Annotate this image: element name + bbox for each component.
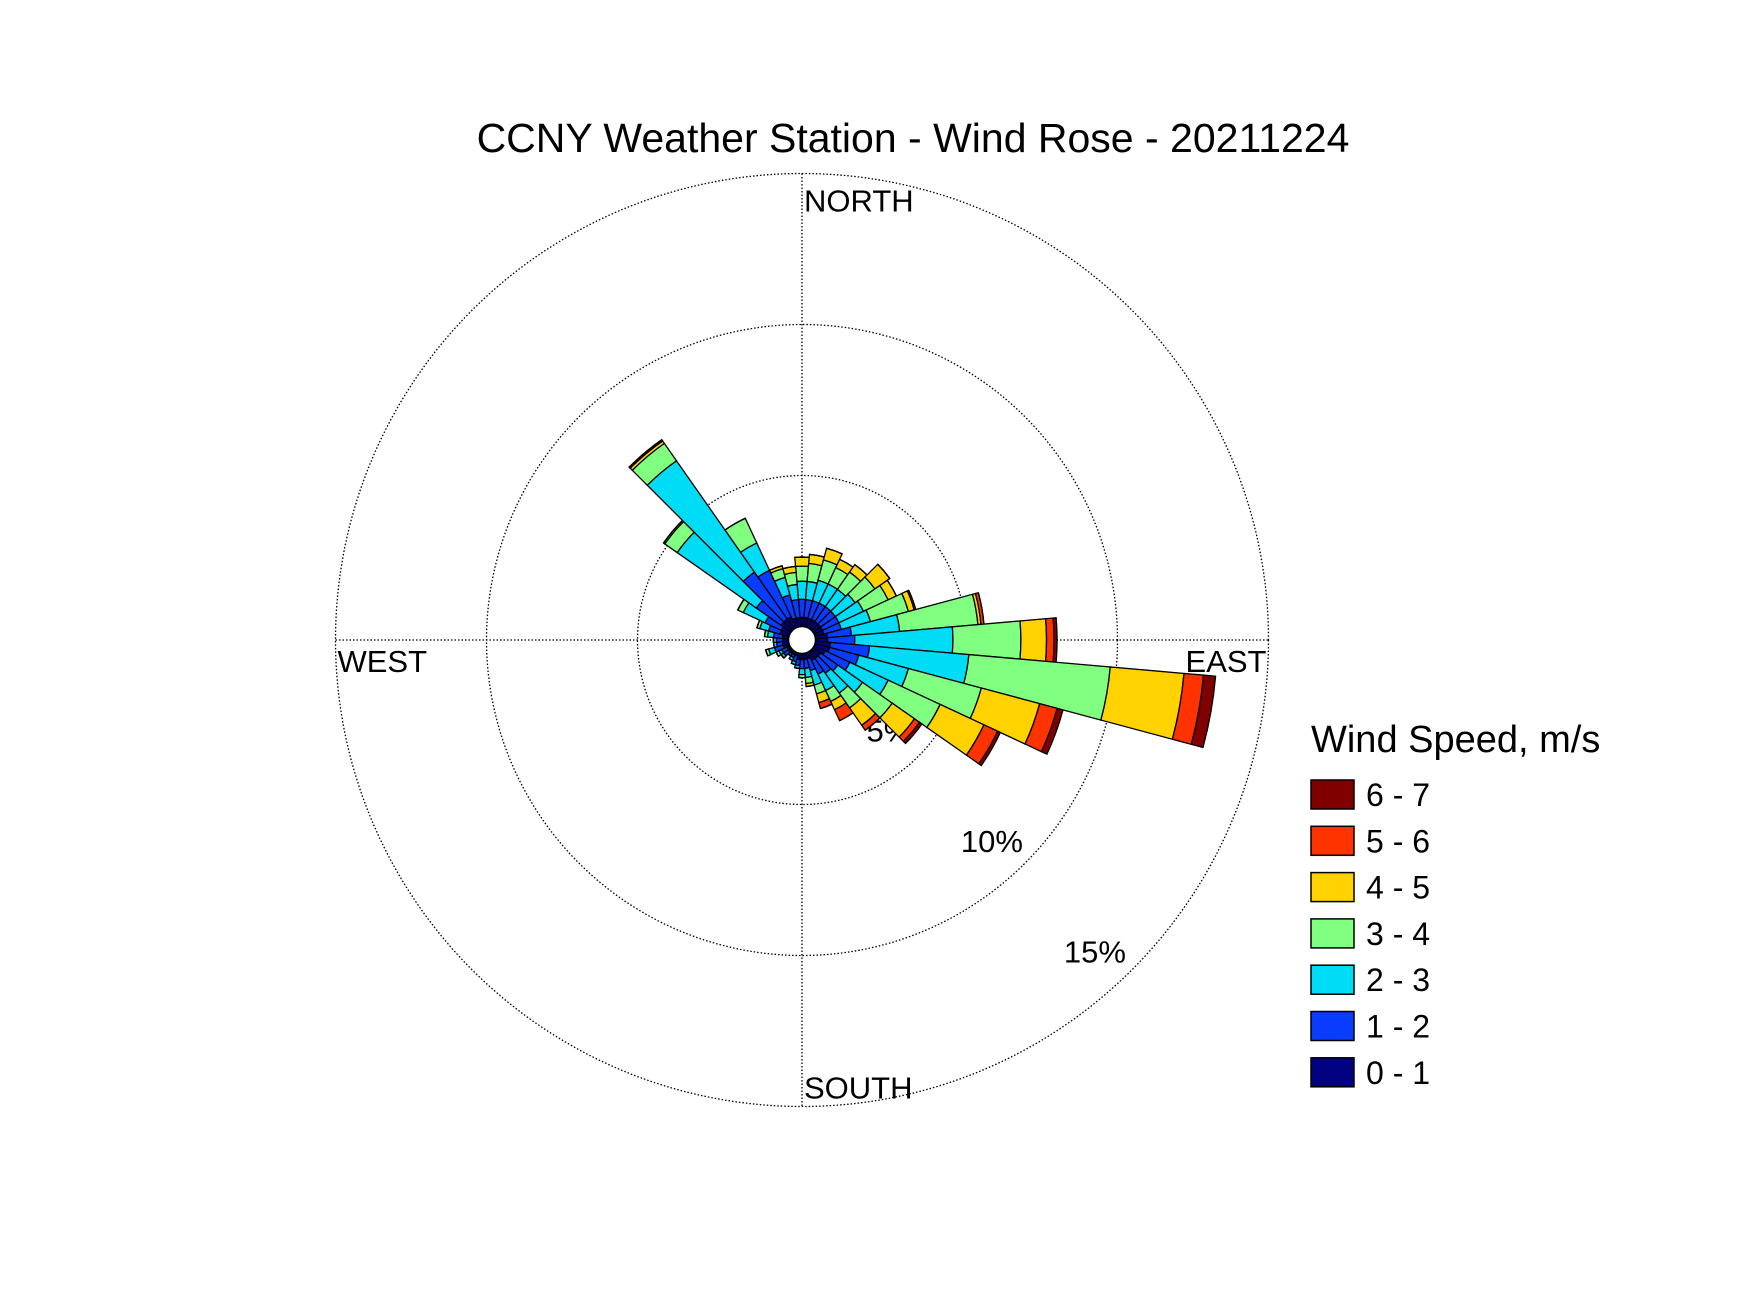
wedge <box>877 563 891 579</box>
wedge <box>1044 617 1055 663</box>
wedge <box>864 717 881 731</box>
legend-swatch <box>1310 1057 1355 1088</box>
legend-label: 0 - 1 <box>1366 1055 1430 1091</box>
legend-title: Wind Speed, m/s <box>1311 719 1600 761</box>
compass-label: WEST <box>338 644 428 679</box>
wedge <box>951 620 1022 660</box>
legend-label: 3 - 4 <box>1366 916 1430 952</box>
legend-label: 1 - 2 <box>1366 1009 1430 1045</box>
wedge <box>1052 617 1058 663</box>
center-hole <box>787 625 817 655</box>
compass-label: SOUTH <box>804 1071 913 1106</box>
legend-swatch <box>1310 779 1355 810</box>
legend-label: 6 - 7 <box>1366 777 1430 813</box>
wedge <box>1190 674 1217 749</box>
legend-swatch <box>1310 871 1355 903</box>
chart-title: CCNY Weather Station - Wind Rose - 20211… <box>477 115 1350 161</box>
wedge <box>1040 707 1064 756</box>
wedge <box>902 721 923 745</box>
wedge <box>798 667 806 676</box>
wedge <box>628 438 664 470</box>
wedge <box>794 666 800 670</box>
grid-ring <box>485 323 1119 957</box>
legend-label: 2 - 3 <box>1366 962 1430 998</box>
wedge <box>839 712 854 722</box>
wedge <box>782 565 796 570</box>
wedge <box>1100 666 1185 741</box>
wedge <box>1019 617 1048 663</box>
legend-label: 4 - 5 <box>1366 870 1430 906</box>
legend-swatch <box>1310 825 1355 857</box>
wedge <box>977 730 1002 767</box>
legend-swatch <box>1310 918 1355 949</box>
r-tick-label: 10% <box>961 824 1023 859</box>
wedge <box>794 565 810 583</box>
legend-swatch <box>1310 1010 1355 1042</box>
wedge <box>724 517 746 531</box>
wedge <box>806 684 815 688</box>
legend-label: 5 - 6 <box>1366 823 1430 859</box>
r-tick-label: 15% <box>1064 934 1126 969</box>
compass-label: NORTH <box>804 184 914 219</box>
compass-label: EAST <box>1186 644 1267 679</box>
legend-swatch <box>1310 964 1355 995</box>
wedge <box>794 556 810 568</box>
grid-ring <box>334 172 1270 1108</box>
